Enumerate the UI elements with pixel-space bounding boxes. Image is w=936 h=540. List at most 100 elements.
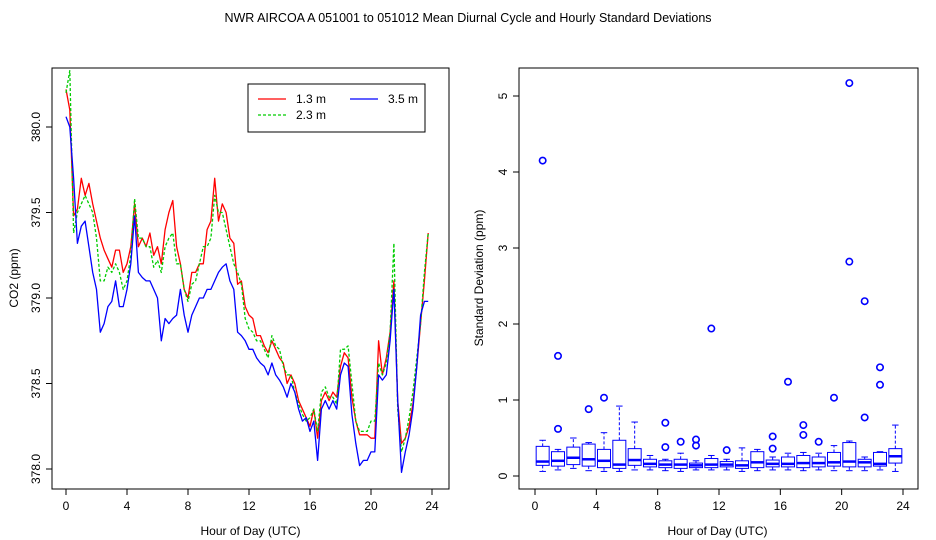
box-iqr	[781, 456, 795, 468]
box-iqr	[566, 446, 581, 466]
right-x-tick-label: 0	[532, 499, 539, 513]
right-y-tick-label: 3	[496, 244, 510, 251]
box-hour	[627, 421, 642, 471]
box-outlier	[875, 380, 884, 389]
right-x-tick-label: 16	[774, 499, 788, 513]
left-chart-mean-diurnal-cycle: 0 4 8 12 16 20 24 Hour of Day (UTC) 378.0 378.5 37…	[7, 67, 450, 538]
box-hour	[827, 393, 841, 472]
box-iqr	[750, 451, 765, 469]
box-hour	[781, 377, 795, 471]
left-x-tick-label: 4	[124, 499, 131, 513]
box-outlier	[707, 324, 716, 333]
box-iqr	[581, 443, 596, 467]
box-hour	[719, 446, 734, 471]
box-outlier	[860, 413, 869, 422]
box-iqr	[551, 451, 565, 467]
box-outlier	[676, 437, 685, 446]
box-outlier	[845, 257, 854, 266]
box-outlier	[553, 424, 562, 433]
box-hour	[658, 418, 673, 472]
left-x-tick-label: 0	[63, 499, 70, 513]
right-x-tick-label: 12	[712, 499, 726, 513]
series-line-2_3m	[65, 69, 429, 453]
box-outlier	[814, 437, 823, 446]
box-outlier	[661, 443, 670, 452]
box-outlier	[799, 430, 808, 439]
right-y-axis-label: Standard Deviation (ppm)	[472, 210, 486, 347]
box-hour	[597, 393, 611, 472]
legend: 1.3 m 2.3 m 3.5 m	[247, 83, 426, 133]
box-hour	[765, 432, 780, 471]
box-outlier	[722, 446, 731, 455]
right-x-tick-label: 8	[654, 499, 661, 513]
right-y-tick-label: 0	[496, 472, 510, 479]
box-hour	[704, 324, 719, 471]
right-plot-frame	[518, 67, 919, 490]
box-iqr	[627, 448, 642, 466]
box-iqr	[842, 442, 857, 468]
box-hour	[842, 79, 857, 472]
box-outlier	[661, 418, 670, 427]
right-x-tick-label: 20	[835, 499, 849, 513]
box-outlier	[860, 297, 869, 306]
box-hour	[888, 424, 903, 472]
legend-label: 3.5 m	[388, 92, 418, 106]
box-hour	[873, 363, 887, 471]
left-y-tick-label: 378.0	[29, 454, 43, 484]
box-hour	[857, 297, 872, 472]
box-hour	[796, 421, 811, 472]
left-y-tick-label: 380.0	[29, 112, 43, 142]
series-line-1_3m	[65, 89, 429, 445]
left-x-tick-label: 16	[303, 499, 317, 513]
box-outlier	[845, 79, 854, 88]
box-hour	[689, 435, 703, 471]
right-y-tick-label: 2	[496, 320, 510, 327]
box-iqr	[612, 439, 627, 469]
box-hour	[811, 437, 826, 471]
box-iqr	[597, 448, 611, 469]
box-hour	[581, 405, 596, 472]
left-y-tick-label: 379.0	[29, 283, 43, 313]
left-x-axis-label: Hour of Day (UTC)	[200, 524, 300, 538]
box-outlier	[599, 393, 608, 402]
box-outlier	[538, 156, 547, 165]
box-hour	[566, 437, 581, 469]
box-outlier	[553, 351, 562, 360]
left-y-tick-label: 378.5	[29, 368, 43, 398]
box-iqr	[796, 454, 811, 469]
legend-label: 2.3 m	[296, 108, 326, 122]
box-outlier	[829, 393, 838, 402]
box-hour	[535, 156, 550, 472]
right-y-tick-label: 5	[496, 92, 510, 99]
left-y-axis-label: CO2 (ppm)	[7, 248, 21, 307]
left-x-tick-label: 12	[242, 499, 256, 513]
box-outlier	[875, 363, 884, 372]
left-y-tick-label: 379.5	[29, 197, 43, 227]
box-hour	[750, 448, 765, 472]
box-outlier	[799, 421, 808, 430]
box-outlier	[691, 441, 700, 450]
box-hour	[735, 447, 749, 472]
right-x-axis-label: Hour of Day (UTC)	[667, 524, 767, 538]
box-outlier	[768, 432, 777, 441]
right-y-tick-label: 4	[496, 168, 510, 175]
right-y-tick-label: 1	[496, 396, 510, 403]
left-x-tick-label: 20	[364, 499, 378, 513]
box-hour	[551, 351, 565, 471]
left-x-tick-label: 8	[185, 499, 192, 513]
legend-box	[247, 83, 426, 133]
box-outlier	[584, 405, 593, 414]
box-iqr	[704, 458, 719, 469]
box-iqr	[827, 451, 841, 467]
box-outlier	[783, 377, 792, 386]
box-hour	[643, 454, 657, 471]
legend-label: 1.3 m	[296, 92, 326, 106]
box-outlier	[768, 444, 777, 453]
series-line-3_5m	[65, 116, 429, 474]
left-x-tick-label: 24	[425, 499, 439, 513]
box-hour	[612, 405, 627, 472]
right-x-tick-label: 4	[593, 499, 600, 513]
right-x-tick-label: 24	[896, 499, 910, 513]
